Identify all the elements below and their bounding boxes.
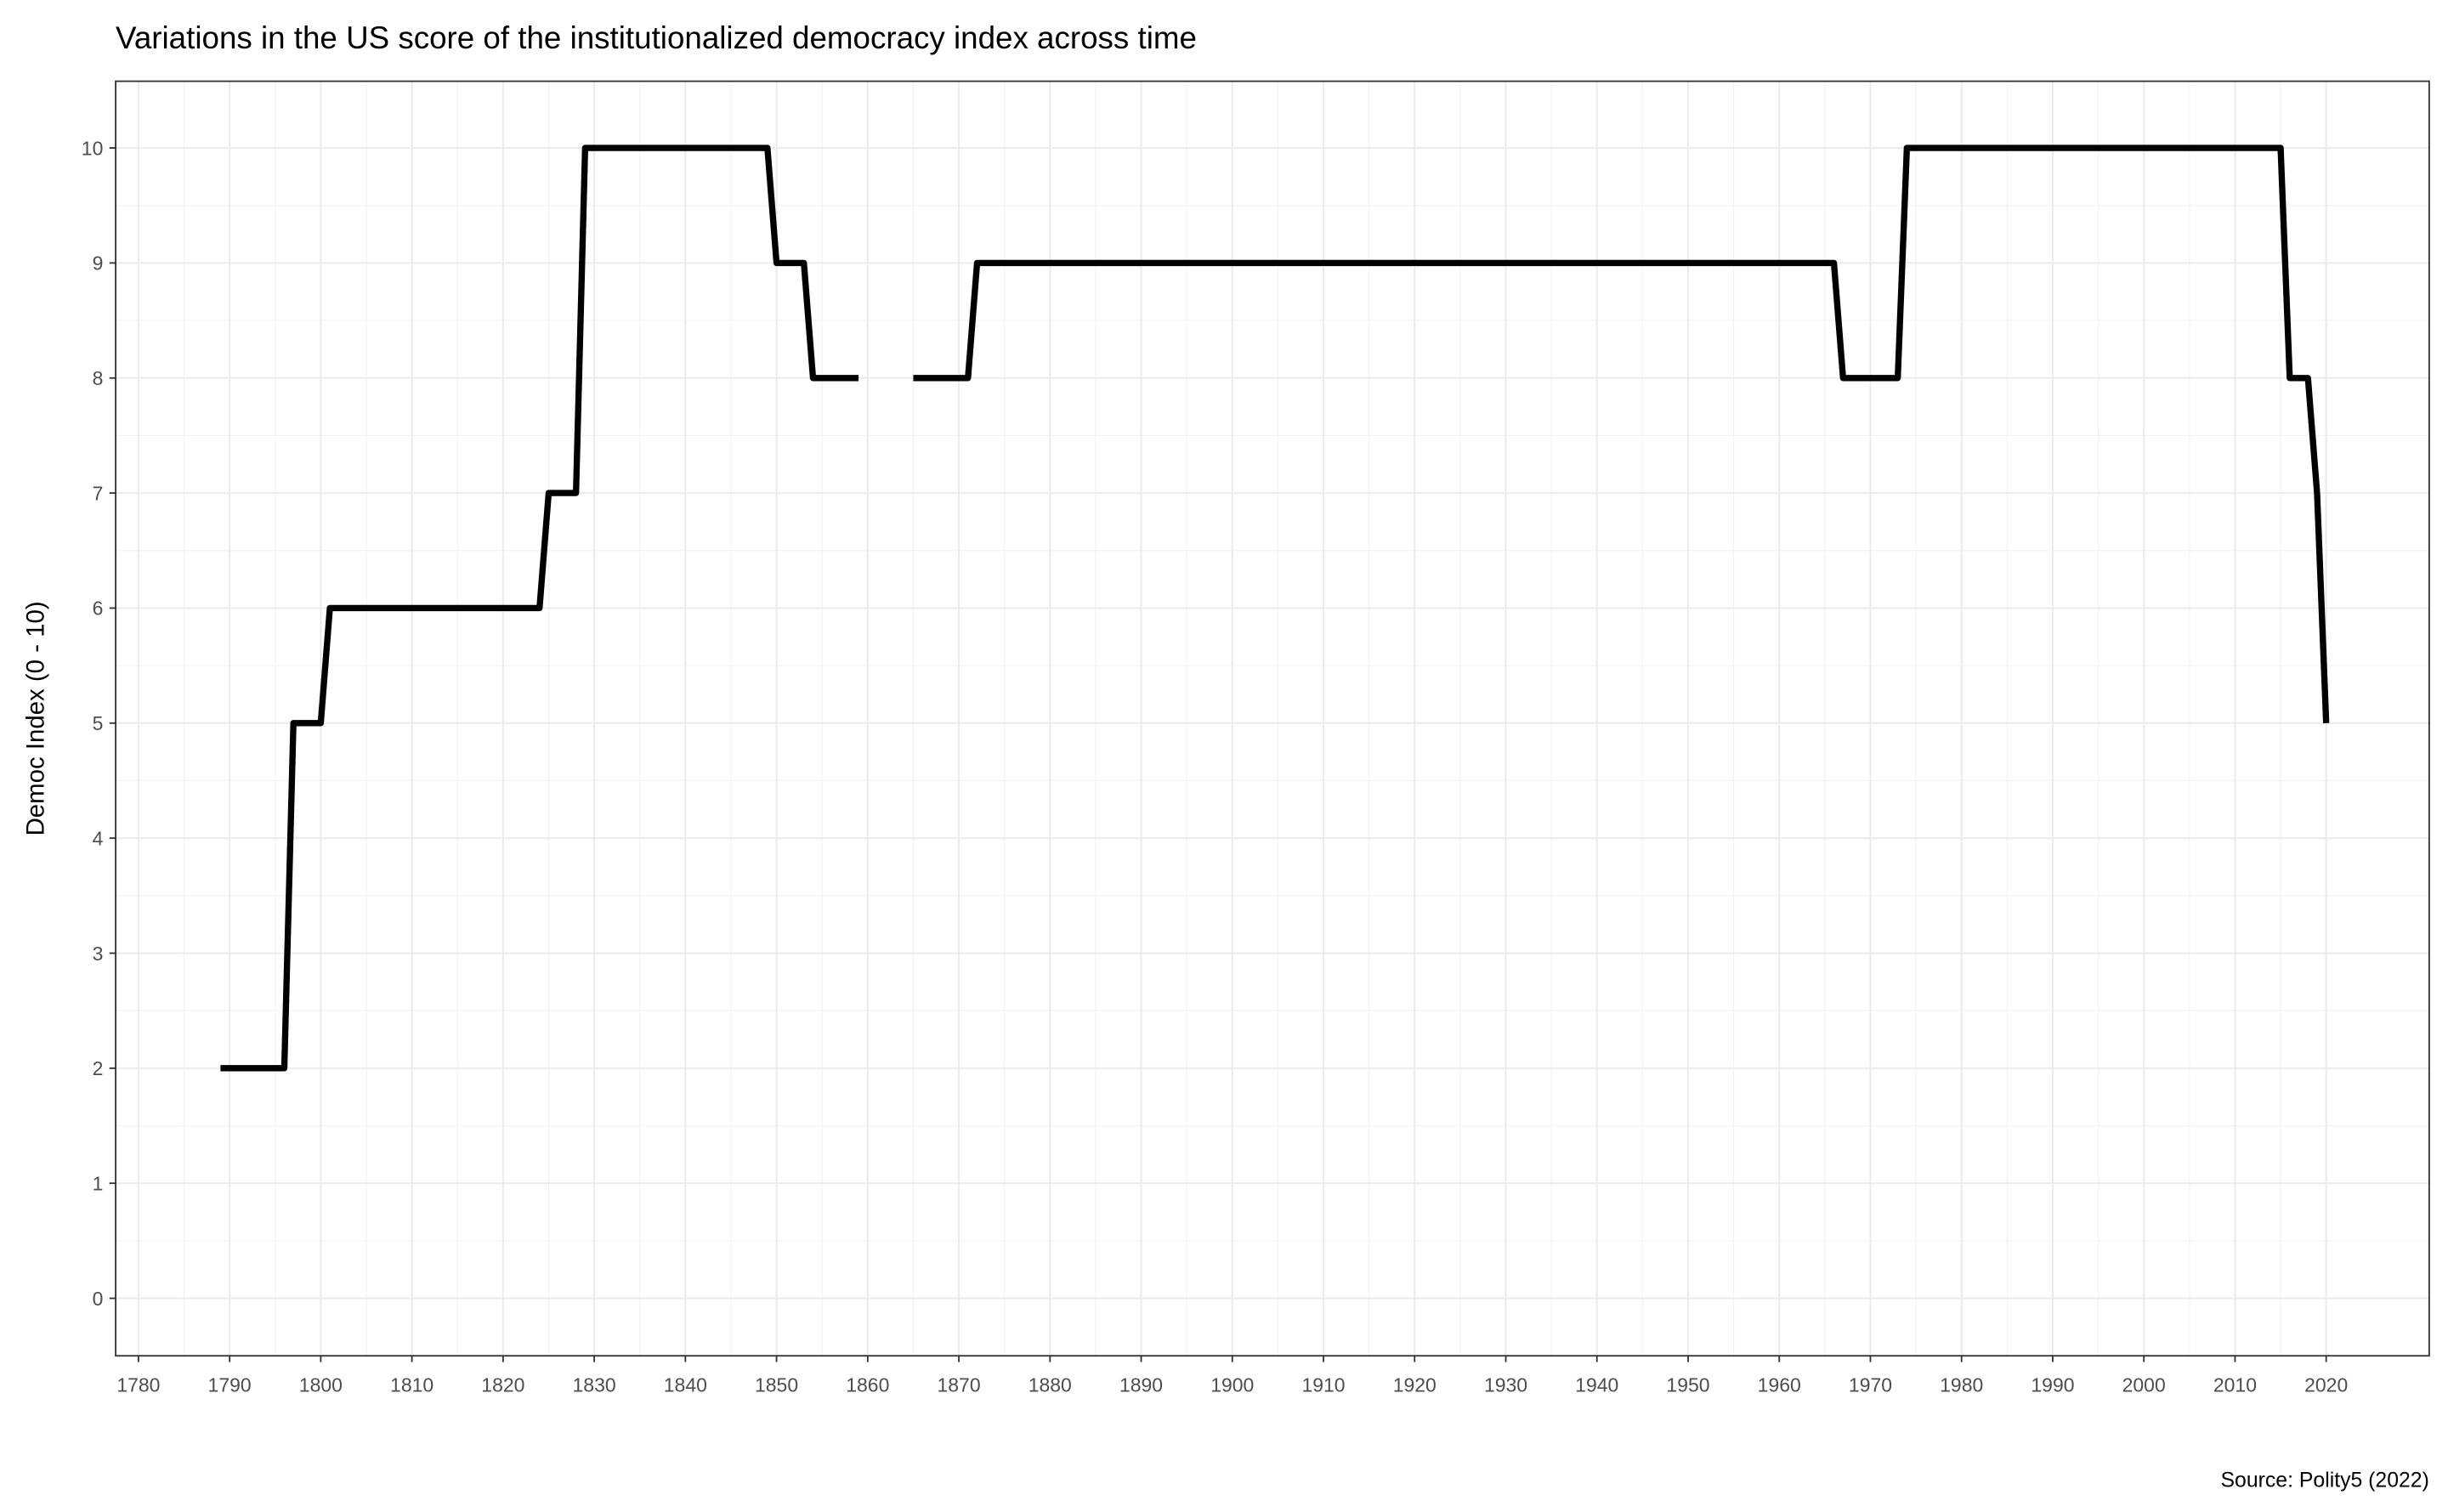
x-tick-label: 1780 bbox=[116, 1373, 160, 1396]
x-tick-label: 1800 bbox=[299, 1373, 343, 1396]
data-line bbox=[220, 144, 2330, 1072]
y-tick-label: 3 bbox=[93, 943, 104, 965]
y-tick-label: 5 bbox=[93, 712, 104, 734]
y-axis-label: Democ Index (0 - 10) bbox=[22, 601, 50, 835]
x-tick-label: 1900 bbox=[1210, 1373, 1254, 1396]
x-tick-label: 1830 bbox=[573, 1373, 616, 1396]
x-tick-label: 1860 bbox=[846, 1373, 889, 1396]
y-tick-label: 10 bbox=[82, 137, 104, 159]
chart-title: Variations in the US score of the instit… bbox=[116, 20, 1197, 55]
x-tick-label: 1870 bbox=[938, 1373, 981, 1396]
panel-border bbox=[115, 80, 2430, 1357]
y-tick-label: 0 bbox=[93, 1288, 104, 1310]
y-tick-label: 1 bbox=[93, 1172, 104, 1194]
x-tick-label: 1820 bbox=[481, 1373, 524, 1396]
x-tick-label: 1880 bbox=[1028, 1373, 1072, 1396]
y-tick-label: 6 bbox=[93, 597, 104, 620]
x-tick-label: 1840 bbox=[664, 1373, 707, 1396]
y-tick-label: 2 bbox=[93, 1057, 104, 1079]
y-tick-label: 8 bbox=[93, 367, 104, 389]
x-tick-label: 2000 bbox=[2122, 1373, 2166, 1396]
x-tick-label: 1890 bbox=[1119, 1373, 1163, 1396]
x-tick-label: 1920 bbox=[1393, 1373, 1436, 1396]
x-tick-label: 1850 bbox=[755, 1373, 798, 1396]
x-tick-label: 1810 bbox=[390, 1373, 434, 1396]
y-tick-label: 9 bbox=[93, 252, 104, 275]
caption: Source: Polity5 (2022) bbox=[2221, 1470, 2429, 1492]
x-tick-label: 1960 bbox=[1758, 1373, 1801, 1396]
x-tick-label: 1910 bbox=[1301, 1373, 1345, 1396]
x-tick-label: 1970 bbox=[1849, 1373, 1892, 1396]
x-tick-label: 1980 bbox=[1940, 1373, 1983, 1396]
x-tick-label: 2020 bbox=[2304, 1373, 2348, 1396]
y-tick-label: 7 bbox=[93, 482, 104, 504]
x-tick-label: 2010 bbox=[2213, 1373, 2257, 1396]
y-tick-label: 4 bbox=[93, 827, 104, 849]
x-tick-label: 1990 bbox=[2031, 1373, 2074, 1396]
x-tick-label: 1940 bbox=[1575, 1373, 1618, 1396]
x-tick-label: 1950 bbox=[1666, 1373, 1709, 1396]
x-tick-label: 1930 bbox=[1484, 1373, 1527, 1396]
x-tick-label: 1790 bbox=[208, 1373, 252, 1396]
